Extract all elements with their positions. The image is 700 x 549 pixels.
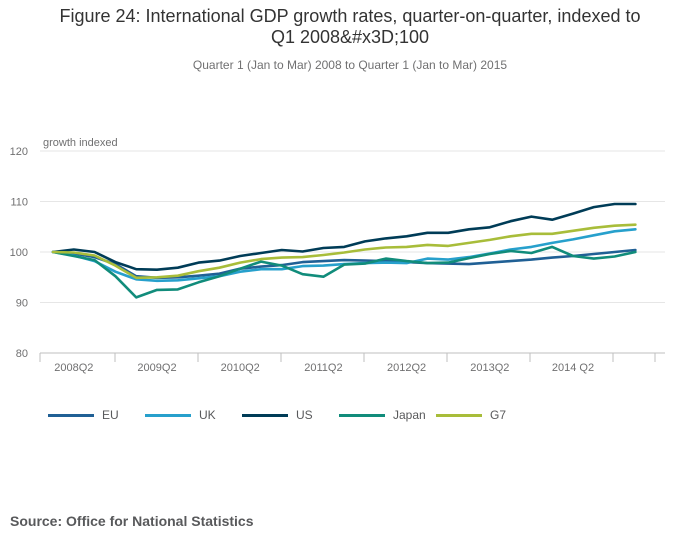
x-tick-label: 2008Q2: [54, 362, 93, 374]
y-tick-label: 100: [10, 247, 28, 259]
legend-item-eu[interactable]: EU: [48, 408, 145, 422]
legend-item-japan[interactable]: Japan: [339, 408, 436, 422]
chart-subtitle: Quarter 1 (Jan to Mar) 2008 to Quarter 1…: [192, 58, 508, 72]
chart-title-line-1: Figure 24: International GDP growth rate…: [59, 6, 641, 26]
y-tick-label: 90: [16, 298, 28, 310]
x-tick-label: 2012Q2: [387, 362, 426, 374]
chart-title: Figure 24: International GDP growth rate…: [0, 6, 700, 48]
legend-item-g7[interactable]: G7: [436, 408, 533, 422]
y-tick-label: 110: [10, 197, 28, 209]
legend-swatch: [436, 413, 482, 417]
legend-label: G7: [490, 408, 507, 422]
source-note: Source: Office for National Statistics: [10, 513, 254, 529]
y-axis-label: growth indexed: [43, 137, 118, 149]
x-tick-label: 2009Q2: [137, 362, 176, 374]
legend-label: EU: [102, 408, 119, 422]
legend-swatch: [242, 413, 288, 417]
x-tick-label: 2010Q2: [221, 362, 260, 374]
series-line-us: [51, 202, 637, 272]
x-tick-label: 2013Q2: [470, 362, 509, 374]
y-tick-label: 80: [16, 348, 28, 360]
series-line-g7: [51, 223, 637, 280]
legend-swatch: [145, 413, 191, 417]
series-line-japan: [51, 245, 637, 299]
x-tick-label: 2011Q2: [304, 362, 342, 374]
x-tick-label: 2014 Q2: [552, 362, 594, 374]
legend-label: Japan: [393, 408, 426, 422]
y-tick-label: 120: [10, 146, 28, 158]
series-line-uk: [51, 228, 637, 283]
chart-title-line-2: Q1 2008&#x3D;100: [270, 27, 430, 47]
legend-swatch: [48, 413, 94, 417]
legend-item-us[interactable]: US: [242, 408, 339, 422]
legend-label: UK: [199, 408, 216, 422]
legend-label: US: [296, 408, 313, 422]
legend-swatch: [339, 413, 385, 417]
chart-legend: EU UK US Japan G7: [48, 408, 533, 422]
legend-item-uk[interactable]: UK: [145, 408, 242, 422]
